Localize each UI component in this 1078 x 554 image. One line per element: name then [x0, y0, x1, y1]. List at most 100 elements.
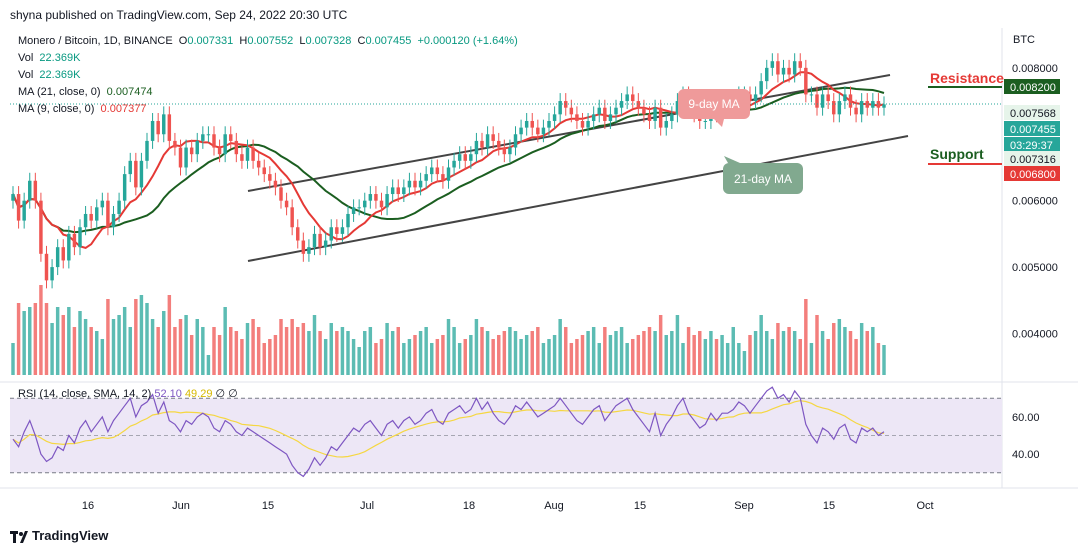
volume-bar	[670, 331, 674, 375]
volume-bar	[748, 335, 752, 375]
time-tick-label: 16	[82, 500, 94, 512]
volume-bar	[686, 327, 691, 375]
volume-bar	[653, 331, 657, 375]
candle	[608, 114, 613, 121]
volume-bar	[469, 335, 473, 375]
candle	[804, 67, 808, 95]
volume-bar	[11, 343, 15, 375]
volume-bar	[206, 355, 211, 375]
candle	[385, 194, 389, 208]
candle	[413, 180, 417, 188]
volume-bar	[837, 319, 842, 375]
volume-bar	[83, 319, 88, 375]
volume-bar	[569, 343, 574, 375]
volume-bar	[843, 327, 847, 375]
volume-bar	[173, 327, 177, 375]
rsi-legend: RSI (14, close, SMA, 14, 2) 52.10 49.29 …	[18, 388, 238, 400]
candle	[418, 180, 423, 188]
candle	[217, 147, 222, 155]
volume-bar	[67, 307, 71, 375]
candle	[201, 134, 205, 141]
volume-bar	[16, 303, 21, 375]
candle	[117, 200, 121, 214]
volume-bar	[742, 351, 747, 375]
vol-label[interactable]: Vol	[18, 69, 34, 81]
open-label: O	[178, 35, 188, 47]
candle	[329, 227, 333, 241]
volume-bar	[329, 323, 333, 375]
volume-bar	[597, 343, 601, 375]
volume-bar	[714, 339, 719, 375]
high-label: H	[239, 35, 248, 47]
volume-bar	[145, 303, 149, 375]
price-axis-badge-label: 0.007316	[1010, 154, 1056, 166]
volume-bar	[385, 323, 389, 375]
volume-bar	[502, 331, 507, 375]
candle	[770, 61, 775, 68]
time-tick-label: Oct	[916, 500, 933, 512]
volume-bar	[675, 315, 680, 375]
tradingview-footer[interactable]: TradingView	[10, 528, 108, 543]
candle	[619, 101, 624, 108]
rsi-tick-label: 40.00	[1012, 449, 1040, 461]
time-tick-label: 15	[634, 500, 646, 512]
volume-bar	[664, 335, 668, 375]
candle	[39, 200, 43, 254]
volume-bar	[396, 327, 400, 375]
candle	[765, 67, 769, 82]
candle	[184, 147, 188, 168]
volume-bar	[139, 295, 144, 375]
candle	[312, 233, 317, 248]
vol-legend-1: Vol 22.369K	[18, 52, 80, 64]
vol-value: 22.369K	[39, 69, 81, 81]
volume-bar	[608, 335, 613, 375]
candle	[229, 134, 233, 141]
ma9-label[interactable]: MA (9, close, 0)	[18, 103, 95, 115]
volume-bar	[480, 327, 484, 375]
volume-bar	[162, 311, 166, 375]
candle	[407, 180, 412, 188]
candle	[16, 194, 21, 221]
publisher-header: shyna published on TradingView.com, Sep …	[10, 8, 348, 22]
volume-bar	[681, 343, 685, 375]
candle	[569, 107, 574, 115]
candle	[603, 107, 607, 121]
candle	[876, 101, 881, 108]
candle	[379, 200, 384, 208]
volume-bar	[128, 327, 132, 375]
candle	[61, 247, 65, 261]
tradingview-logo-icon	[10, 530, 28, 543]
volume-bar	[737, 343, 741, 375]
rsi-tick-label: 60.00	[1012, 412, 1040, 424]
candle	[446, 167, 451, 181]
candle	[335, 227, 339, 234]
candle	[189, 147, 194, 155]
time-tick-label: Sep	[734, 500, 754, 512]
volume-bar	[457, 343, 462, 375]
symbol-name[interactable]: Monero / Bitcoin, 1D, BINANCE	[18, 35, 173, 47]
candle	[50, 267, 54, 281]
candle	[508, 147, 512, 155]
volume-bar	[368, 327, 373, 375]
ma21-label[interactable]: MA (21, close, 0)	[18, 86, 101, 98]
volume-bar	[619, 327, 624, 375]
volume-bar	[882, 345, 886, 375]
volume-bar	[240, 339, 244, 375]
candle	[815, 94, 819, 108]
volume-bar	[106, 299, 110, 375]
candle	[89, 213, 93, 221]
candle	[575, 114, 579, 121]
volume-bar	[346, 331, 350, 375]
candle	[28, 180, 32, 201]
volume-bar	[379, 339, 384, 375]
candle	[396, 187, 400, 195]
volume-bar	[55, 307, 60, 375]
volume-bar	[614, 331, 618, 375]
volume-bar	[195, 319, 199, 375]
volume-bar	[390, 331, 395, 375]
volume-bar	[564, 327, 568, 375]
vol-label[interactable]: Vol	[18, 52, 34, 64]
candle	[234, 140, 239, 155]
candle	[653, 107, 657, 121]
